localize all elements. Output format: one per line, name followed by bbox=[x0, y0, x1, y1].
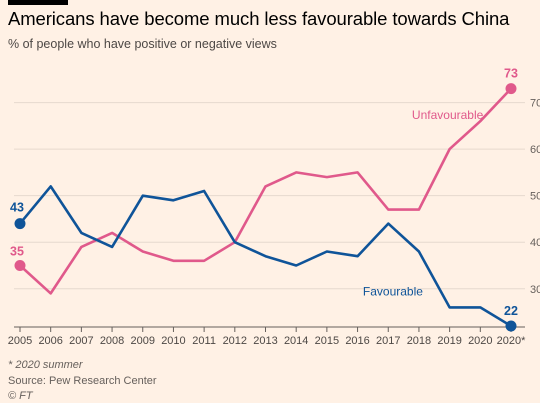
x-tick-label-16: 2020* bbox=[497, 335, 526, 347]
favourable-start-label: 43 bbox=[10, 201, 24, 215]
y-tick-label-70: 70 bbox=[530, 98, 540, 110]
y-tick-label-60: 60 bbox=[530, 144, 540, 156]
x-tick-label-10: 2015 bbox=[315, 335, 339, 347]
favourable-end-dot bbox=[505, 320, 517, 332]
x-tick-label-11: 2016 bbox=[345, 335, 369, 347]
source-text: Source: Pew Research Center bbox=[8, 375, 157, 387]
chart-title: Americans have become much less favourab… bbox=[8, 8, 510, 29]
x-tick-label-12: 2017 bbox=[376, 335, 400, 347]
chart-subtitle: % of people who have positive or negativ… bbox=[8, 37, 277, 51]
favourable-series-line bbox=[18, 185, 513, 328]
favourable-end-label: 22 bbox=[504, 304, 518, 318]
x-tick-label-4: 2009 bbox=[131, 335, 155, 347]
x-tick-label-5: 2010 bbox=[161, 335, 185, 347]
x-tick-label-7: 2012 bbox=[223, 335, 247, 347]
x-tick-label-14: 2019 bbox=[437, 335, 461, 347]
favourable-start-dot bbox=[14, 218, 26, 230]
x-tick-label-6: 2011 bbox=[192, 335, 216, 347]
x-tick-label-13: 2018 bbox=[407, 335, 431, 347]
x-tick-label-2: 2007 bbox=[69, 335, 93, 347]
copyright-credit: © FT bbox=[8, 390, 33, 402]
x-tick-label-9: 2014 bbox=[284, 335, 308, 347]
y-tick-label-30: 30 bbox=[530, 284, 540, 296]
unfavourable-start-label: 35 bbox=[10, 244, 24, 258]
x-tick-label-8: 2013 bbox=[253, 335, 277, 347]
y-tick-label-40: 40 bbox=[530, 237, 540, 249]
y-tick-label-50: 50 bbox=[530, 191, 540, 203]
x-tick-label-0: 2005 bbox=[8, 335, 32, 347]
unfavourable-series-label: Unfavourable bbox=[412, 108, 484, 122]
x-tick-label-3: 2008 bbox=[100, 335, 124, 347]
favourable-series-label: Favourable bbox=[363, 284, 423, 298]
unfavourable-series-line bbox=[18, 87, 513, 295]
x-tick-label-15: 2020 bbox=[468, 335, 492, 347]
unfavourable-end-dot bbox=[505, 83, 517, 95]
unfavourable-end-label: 73 bbox=[504, 67, 518, 81]
x-tick-label-1: 2006 bbox=[38, 335, 62, 347]
footnote: * 2020 summer bbox=[8, 359, 83, 371]
ft-top-bar bbox=[8, 0, 68, 5]
unfavourable-start-dot bbox=[14, 259, 26, 271]
